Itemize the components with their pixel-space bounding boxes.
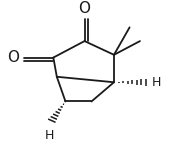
Text: H: H [45, 129, 55, 142]
Text: O: O [7, 50, 19, 65]
Text: O: O [78, 1, 90, 16]
Text: H: H [152, 76, 161, 89]
